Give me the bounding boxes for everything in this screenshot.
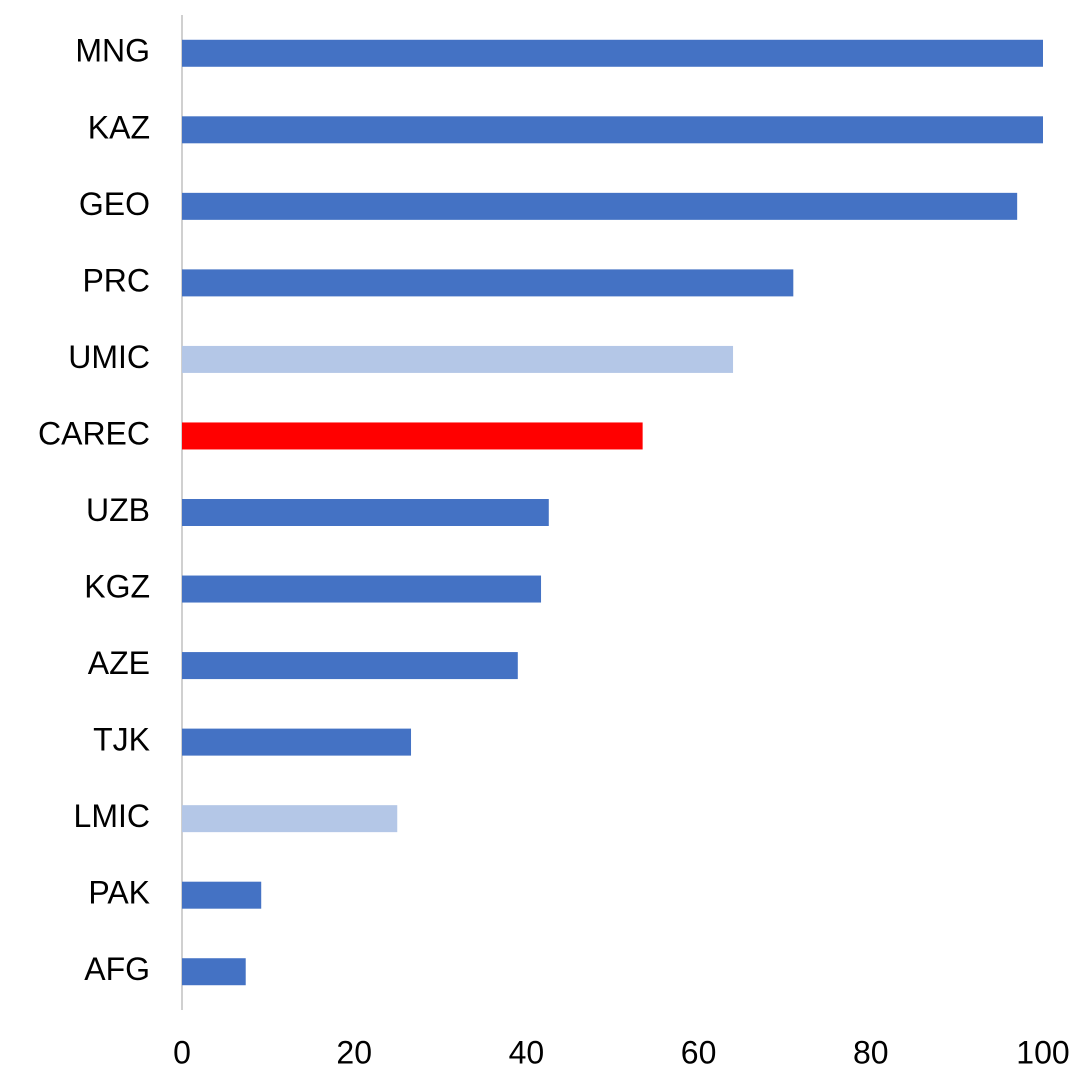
y-tick-label: CAREC (38, 415, 150, 451)
x-tick-label: 20 (336, 1034, 372, 1070)
x-tick-label: 60 (681, 1034, 717, 1070)
bar (182, 652, 518, 680)
y-tick-label: AFG (84, 951, 150, 987)
y-tick-label: PAK (88, 875, 150, 911)
bar (182, 958, 246, 986)
y-tick-label: LMIC (74, 798, 150, 834)
y-tick-label: KAZ (88, 109, 150, 145)
y-tick-label: UZB (86, 492, 150, 528)
y-tick-label: TJK (93, 722, 150, 758)
bar (182, 192, 1018, 220)
x-tick-label: 80 (853, 1034, 889, 1070)
y-tick-label: PRC (82, 262, 150, 298)
y-tick-label: AZE (88, 645, 150, 681)
y-tick-label: MNG (75, 33, 150, 69)
bar (182, 881, 262, 909)
y-tick-label: GEO (79, 186, 150, 222)
x-tick-label: 100 (1016, 1034, 1069, 1070)
bar (182, 805, 398, 833)
x-tick-label: 40 (509, 1034, 545, 1070)
bar (182, 499, 549, 526)
bar (182, 575, 542, 603)
y-tick-label: KGZ (84, 568, 150, 604)
bar (182, 422, 643, 450)
bar (182, 269, 794, 297)
bar (182, 116, 1043, 144)
y-tick-label: UMIC (68, 339, 150, 375)
bar (182, 728, 412, 756)
bar (182, 39, 1043, 67)
bar (182, 345, 734, 373)
x-tick-label: 0 (173, 1034, 191, 1070)
